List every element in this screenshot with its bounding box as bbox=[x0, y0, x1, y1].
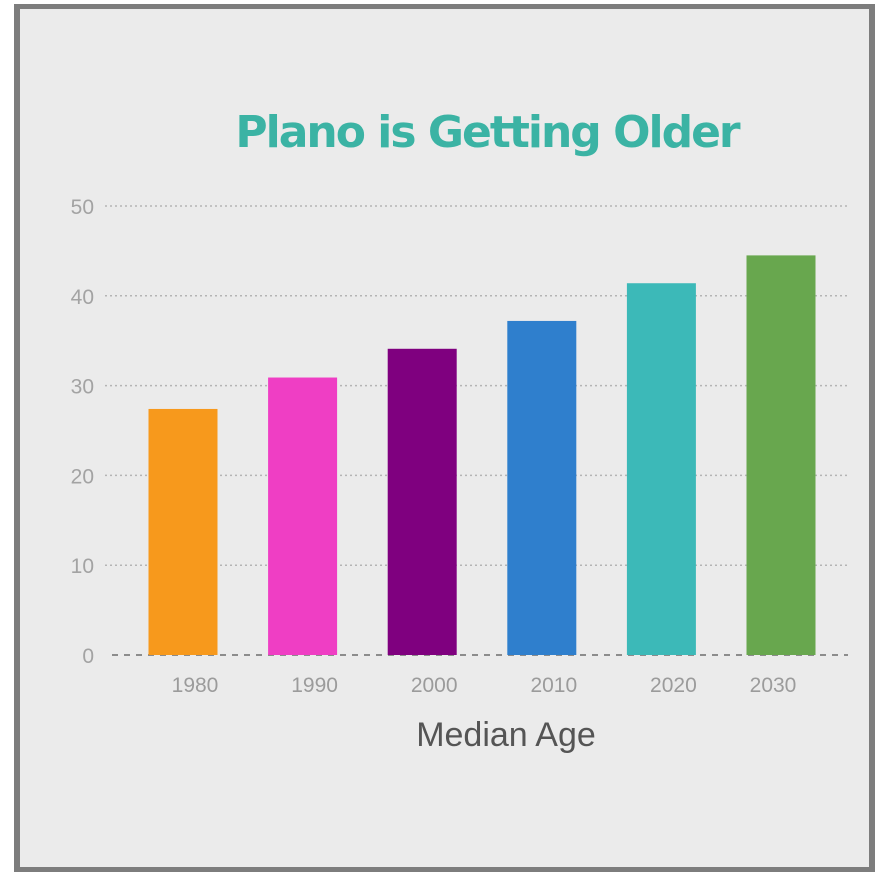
y-tick-label: 30 bbox=[71, 376, 94, 399]
y-tick-label: 20 bbox=[71, 465, 94, 488]
gridlines bbox=[105, 205, 848, 656]
bar-2020 bbox=[626, 283, 696, 655]
bar-2000 bbox=[387, 348, 457, 655]
x-tick-label: 2010 bbox=[530, 674, 577, 697]
bar-2030 bbox=[746, 255, 816, 655]
y-tick-label: 50 bbox=[71, 196, 94, 219]
x-axis-ticks: 1980 1990 2000 2010 2020 2030 bbox=[172, 674, 797, 697]
y-tick-label: 0 bbox=[82, 645, 94, 668]
y-tick-label: 10 bbox=[71, 555, 94, 578]
x-tick-label: 1980 bbox=[172, 674, 219, 697]
bars bbox=[148, 255, 816, 655]
bar-1980 bbox=[148, 408, 218, 655]
y-tick-label: 40 bbox=[71, 286, 94, 309]
y-axis-ticks: 0 10 20 30 40 50 bbox=[71, 196, 94, 668]
x-tick-label: 2000 bbox=[411, 674, 458, 697]
chart-title: Plano is Getting Older bbox=[235, 107, 741, 158]
bar-1990 bbox=[268, 377, 338, 655]
x-tick-label: 2030 bbox=[750, 674, 797, 697]
x-tick-label: 2020 bbox=[650, 674, 697, 697]
bar-2010 bbox=[507, 320, 577, 655]
x-tick-label: 1990 bbox=[291, 674, 338, 697]
x-axis-label: Median Age bbox=[416, 716, 596, 754]
